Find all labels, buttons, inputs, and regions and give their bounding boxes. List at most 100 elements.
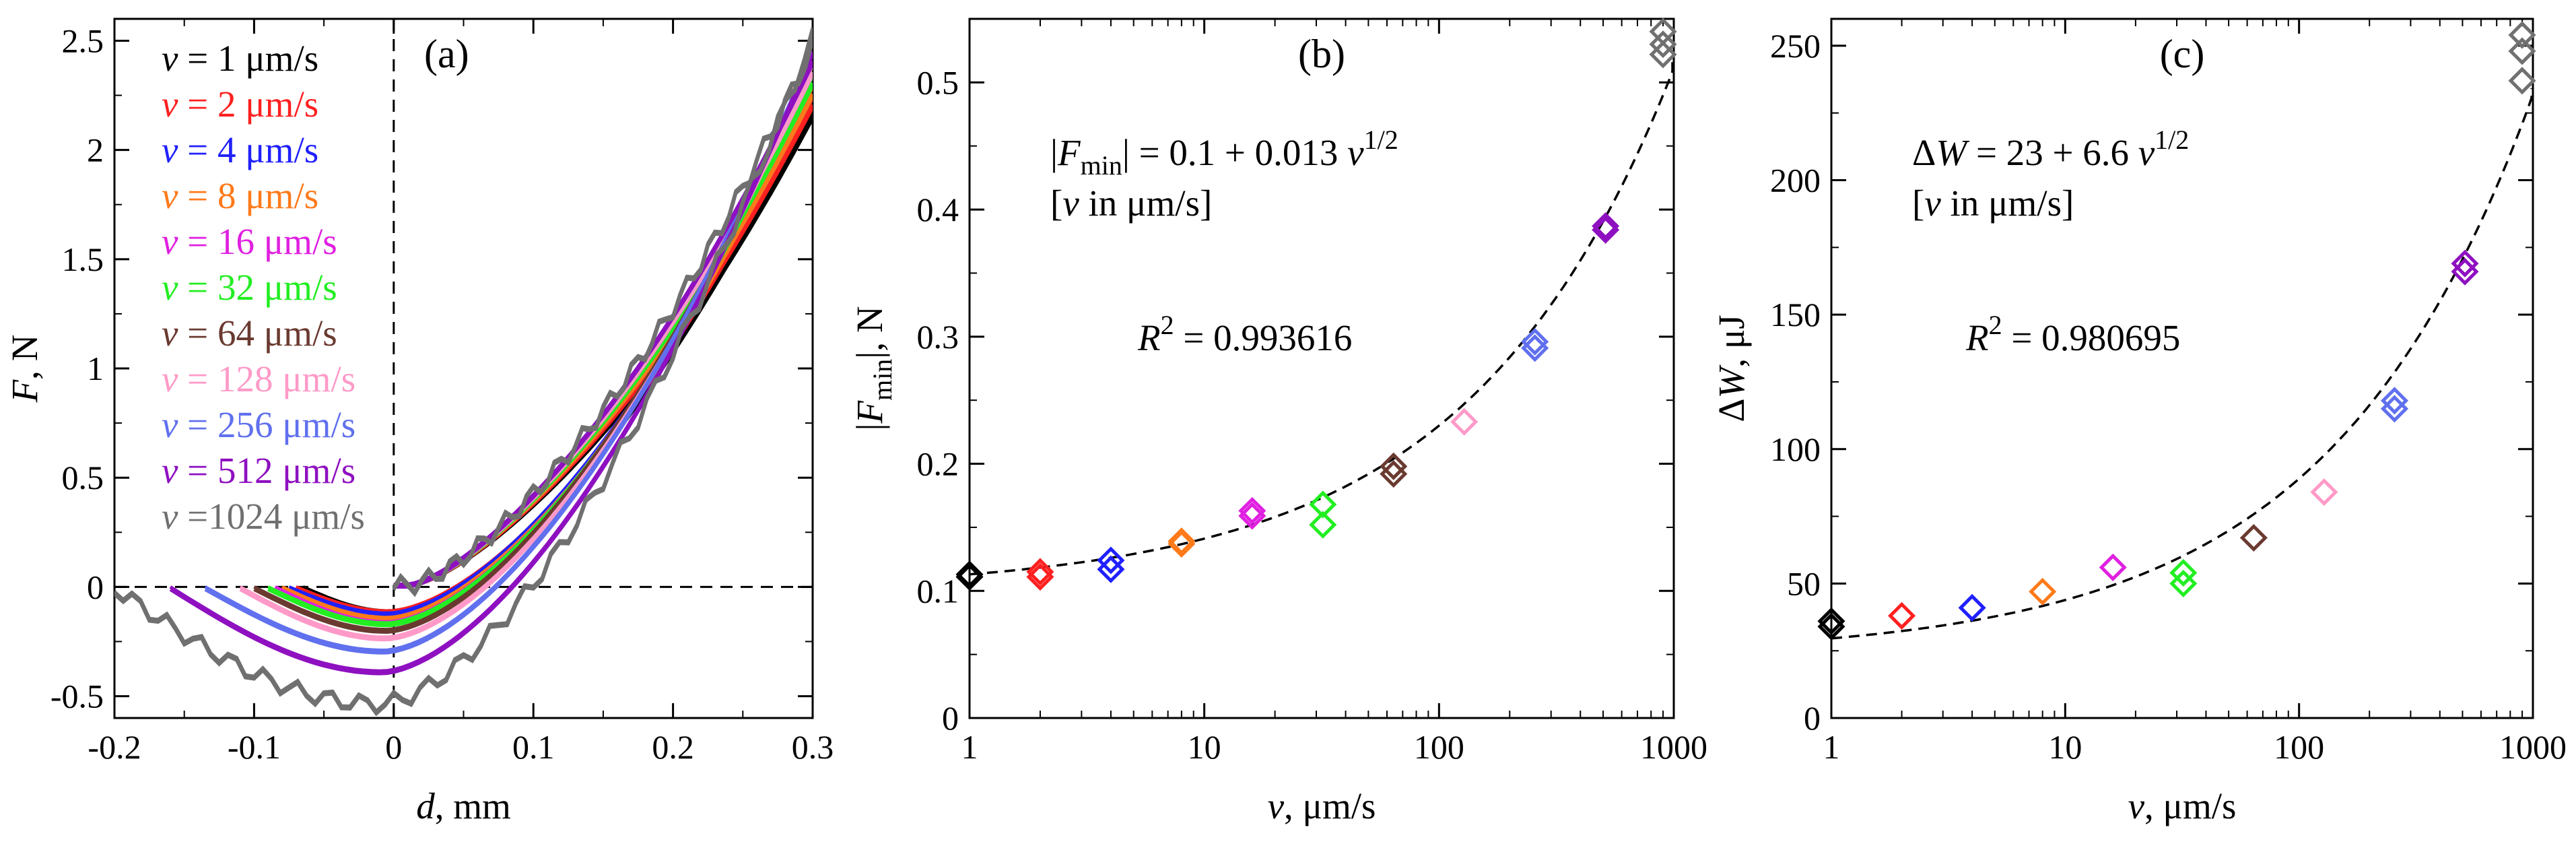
data-point: [1026, 558, 1054, 586]
r-squared-b: R2 = 0.993616: [1137, 310, 1352, 358]
x-tick-label: -0.1: [228, 728, 281, 766]
x-tick-label: -0.2: [88, 728, 141, 766]
legend-entry: v = 512 μm/s: [162, 450, 355, 491]
y-axis-label-c: ΔW, μJ: [1711, 315, 1752, 422]
y-tick-label: 200: [1770, 162, 1821, 199]
legend-entry: v = 64 μm/s: [162, 313, 337, 354]
legend-entry: v =1024 μm/s: [162, 496, 365, 537]
note-rest: in μm/s]: [1941, 183, 2074, 224]
eq-sup: 1/2: [2155, 125, 2189, 155]
data-point: [1649, 40, 1677, 69]
unloading-curve-4: [274, 75, 813, 626]
data-point: [2380, 395, 2408, 423]
r2-sup: 2: [1989, 310, 2002, 340]
y-tick-label: 0.1: [917, 572, 959, 610]
x-tick-label: 0: [385, 728, 402, 766]
legend-var: v: [162, 358, 178, 399]
data-point: [2508, 67, 2536, 95]
data-point: [1450, 407, 1479, 436]
r-squared-c: R2 = 0.980695: [1965, 310, 2180, 358]
legend-var: v: [162, 313, 178, 354]
legend-var: v: [162, 129, 178, 170]
r2-var: R: [1965, 317, 1989, 358]
y-tick-label: 0.2: [917, 445, 959, 483]
data-point: [2239, 523, 2268, 552]
data-point: [2380, 387, 2408, 415]
loading-curve-3: [393, 96, 813, 589]
plot-frame-c: [1830, 18, 2534, 719]
data-point: [2451, 249, 2479, 278]
y-axis-label-b: |Fmin|, N: [849, 306, 897, 430]
data-point: [2169, 558, 2198, 587]
y-tick-label: 2.5: [62, 22, 104, 59]
units-note-c: [v in μm/s]: [1912, 183, 2074, 224]
data-point: [2029, 577, 2057, 606]
data-point: [1097, 555, 1125, 583]
y-tick-label: 150: [1770, 296, 1821, 333]
data-point: [1649, 30, 1677, 59]
panel-a: -0.2 -0.1 0 0.1 0.2 0.3 -0.5 0 0.5 1 1.5 2 2.5 v = 1 …: [4, 18, 834, 826]
legend-text: = 8 μm/s: [178, 175, 318, 216]
x-tick-label: 10: [2048, 728, 2082, 766]
r2-value: = 0.993616: [1174, 317, 1353, 358]
r2-value: = 0.980695: [2002, 317, 2181, 358]
note-var: v: [1062, 183, 1079, 224]
data-point: [1817, 612, 1845, 641]
legend-var: v: [162, 496, 178, 537]
x-axis-label-a: d, mm: [416, 785, 511, 826]
x-tick-label: 1: [1823, 728, 1840, 766]
loading-curve-4: [393, 84, 813, 589]
y-var: F: [4, 379, 45, 403]
x-var: v: [2128, 785, 2145, 826]
unloading-curve-0: [302, 108, 813, 616]
y-tick-label: 2: [87, 131, 104, 169]
unloading-curve-2: [288, 84, 813, 615]
note-open: [: [1912, 183, 1924, 224]
legend-text: = 1 μm/s: [178, 38, 318, 79]
r2-sup: 2: [1161, 310, 1174, 340]
legend-entry: v = 2 μm/s: [162, 84, 318, 125]
eq-var-W: W: [1936, 132, 1969, 173]
y-tick-label: 0.5: [917, 63, 959, 101]
y-tick-label: 100: [1770, 430, 1821, 468]
legend-text: = 2 μm/s: [178, 84, 318, 125]
legend-text: = 64 μm/s: [178, 313, 337, 354]
data-point: [1592, 212, 1620, 240]
x-unit: , μm/s: [1284, 785, 1376, 826]
eq-var-F: F: [1057, 132, 1081, 173]
unloading-curve-10: [114, 30, 813, 717]
legend-entry: v = 8 μm/s: [162, 175, 318, 216]
x-var: d: [416, 785, 435, 826]
data-point: [1309, 490, 1337, 519]
data-point: [2508, 37, 2536, 65]
loading-curve-9: [393, 60, 813, 586]
panel-label-c: (c): [2160, 32, 2205, 76]
data-point: [1958, 593, 1986, 622]
x-tick-label: 100: [2274, 728, 2324, 766]
loading-curve-2: [393, 93, 813, 586]
legend-var: v: [162, 221, 178, 262]
data-point: [2169, 569, 2198, 597]
note-rest: in μm/s]: [1079, 183, 1213, 224]
eq-sup: 1/2: [1364, 125, 1398, 155]
y-tick-label: 0: [1804, 699, 1821, 737]
y-unit: |, N: [849, 306, 890, 358]
y-tick-label: -0.5: [50, 678, 104, 715]
loading-curve-4: [393, 82, 813, 586]
loading-curve-10: [392, 40, 813, 597]
legend-var: v: [162, 84, 178, 125]
plot-frame-b: [968, 18, 1675, 719]
x-tick-label: 100: [1414, 728, 1464, 766]
data-point: [1238, 502, 1266, 530]
legend-text: = 32 μm/s: [178, 267, 337, 308]
legend-text: = 512 μm/s: [178, 450, 355, 491]
eq-body: | = 0.1 + 0.013: [1122, 132, 1347, 173]
legend-entry: v = 16 μm/s: [162, 221, 337, 262]
y-tick-label: 0: [87, 568, 104, 606]
unloading-curve-4: [274, 73, 813, 624]
loading-curve-8: [393, 63, 813, 589]
legend-text: =1024 μm/s: [178, 496, 364, 537]
data-point: [1817, 607, 1845, 635]
y-delta: Δ: [1711, 398, 1752, 422]
y-var: W: [1711, 364, 1752, 398]
